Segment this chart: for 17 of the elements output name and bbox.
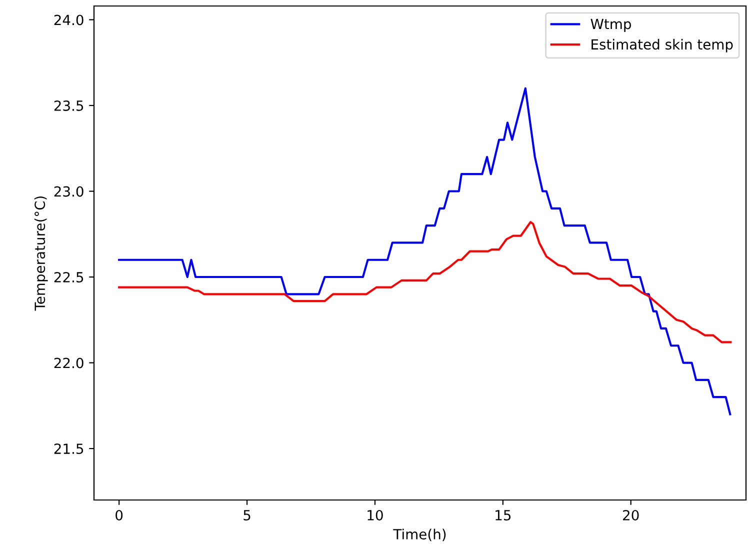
y-axis-title: Temperature(°C) (34, 196, 48, 311)
line-series (118, 221, 732, 344)
y-tick-label: 23.5 (54, 100, 84, 111)
x-axis-title: Time(h) (393, 528, 446, 542)
x-tick-label: 10 (368, 510, 383, 520)
x-tick-label: 0 (116, 510, 123, 520)
y-tick-label: 24.0 (54, 14, 84, 26)
line-series (118, 87, 732, 416)
y-tick-label: 23.0 (54, 186, 84, 197)
legend-label: Wtmp (590, 18, 631, 32)
x-tick-label: 5 (244, 510, 250, 520)
y-tick-label: 22.5 (54, 272, 84, 282)
y-tick-label: 21.5 (54, 444, 84, 454)
x-tick-label: 15 (496, 510, 511, 520)
x-tick-label: 20 (623, 510, 639, 520)
legend-label: Estimated skin temp (592, 38, 733, 52)
y-tick-label: 22.0 (54, 358, 84, 368)
